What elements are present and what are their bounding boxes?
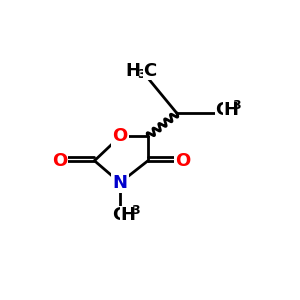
Text: O: O <box>52 152 67 170</box>
Text: 3: 3 <box>233 99 241 112</box>
Text: 3: 3 <box>137 68 146 81</box>
Text: O: O <box>175 152 190 170</box>
Text: O: O <box>112 128 128 146</box>
Text: H: H <box>125 62 140 80</box>
Text: N: N <box>112 174 128 192</box>
Text: C: C <box>215 101 229 119</box>
Text: 3: 3 <box>131 204 140 218</box>
Text: H: H <box>223 101 238 119</box>
Text: C: C <box>112 206 125 224</box>
Text: C: C <box>143 62 156 80</box>
Text: H: H <box>121 206 136 224</box>
